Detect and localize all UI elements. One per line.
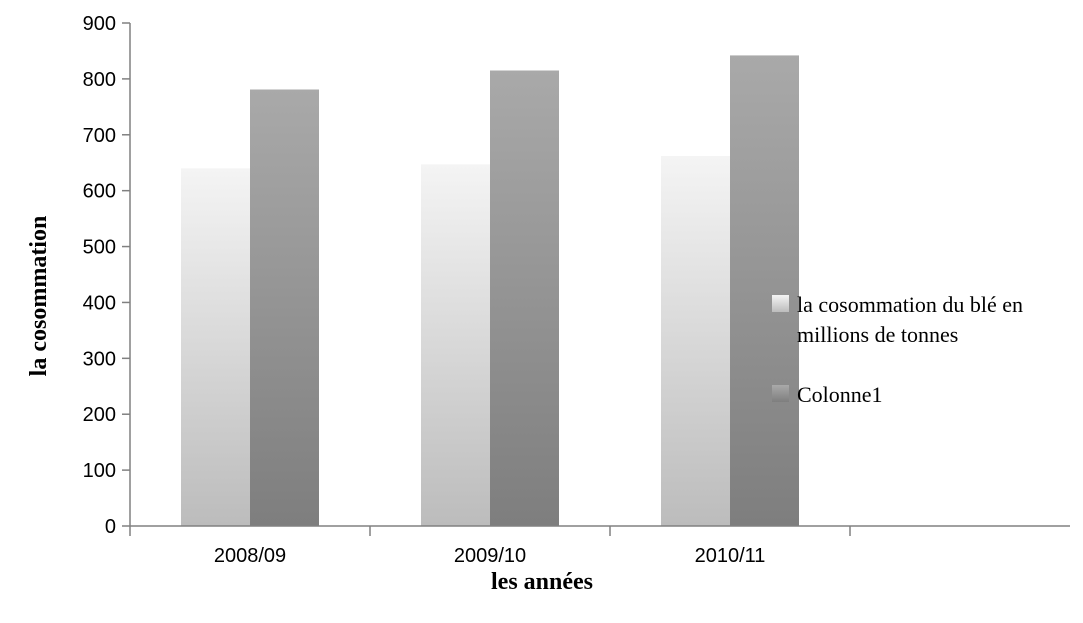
y-axis-title: la cosommation	[26, 216, 52, 377]
y-tick-label: 500	[83, 237, 116, 259]
y-tick-label: 600	[83, 181, 116, 203]
bar-series2-2009-10	[490, 70, 559, 526]
y-tick-label: 700	[83, 125, 116, 147]
bars-group	[181, 55, 799, 527]
y-tick-label: 900	[83, 13, 116, 35]
y-tick-label: 400	[83, 292, 116, 314]
y-tick-label: 100	[83, 460, 116, 482]
bar-series1-2009-10	[421, 164, 490, 526]
y-tick-labels: 0 100 200 300 400 500 600 700 800 900	[83, 13, 116, 538]
bar-series2-2010-11	[730, 55, 799, 526]
legend-swatch-series1	[772, 295, 789, 312]
bar-series1-2010-11	[661, 156, 730, 526]
x-axis-title: les années	[491, 569, 593, 595]
legend: la cosommation du blé en millions de tonn…	[772, 292, 1023, 407]
bar-series2-2008-09	[250, 89, 319, 526]
legend-label-series1: la cosommation du blé en millions de tonn…	[797, 292, 1023, 347]
legend-label-series2: Colonne1	[797, 382, 883, 407]
legend-swatch-series2	[772, 385, 789, 402]
y-tick-label: 800	[83, 69, 116, 91]
x-tick-label: 2010/11	[695, 545, 766, 567]
x-tick-label: 2009/10	[454, 545, 526, 567]
y-tick-label: 200	[83, 404, 116, 426]
x-tick-labels: 2008/09 2009/10 2010/11	[214, 545, 766, 567]
axes-group	[122, 22, 1070, 536]
y-tick-label: 0	[105, 516, 116, 538]
y-tick-label: 300	[83, 348, 116, 370]
x-tick-label: 2008/09	[214, 545, 286, 567]
bar-series1-2008-09	[181, 168, 250, 527]
